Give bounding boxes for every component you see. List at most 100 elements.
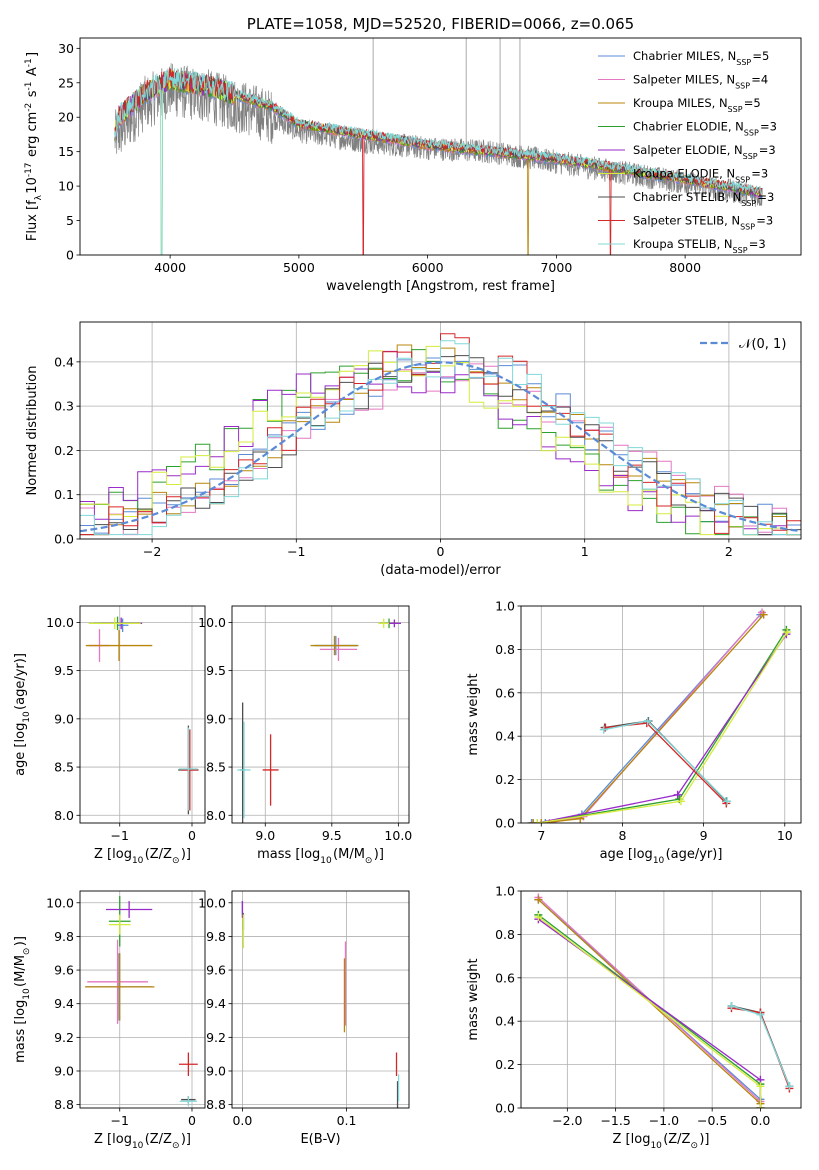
y-tick-label: 9.0 (206, 1063, 226, 1078)
y-tick-label: 1.0 (495, 599, 515, 614)
residual-histogram-line (80, 350, 801, 536)
y-tick-label: 9.0 (54, 1063, 74, 1078)
model-spectrum-line (114, 68, 763, 255)
axes-mass_vs_EBV: 0.0 0.1 8.8 9.0 9.2 9.4 9.6 9.8 10.0 E(B-V) (198, 890, 410, 1147)
x-tick-label: 10 (777, 828, 793, 843)
y-tick-label: 0.8 (495, 642, 515, 657)
y-tick-label: 8.8 (54, 1097, 74, 1112)
y-tick-label: 8.0 (54, 808, 74, 823)
weight-line (537, 899, 762, 1108)
weight-marker (643, 717, 652, 726)
y-tick-label: 9.0 (206, 711, 226, 726)
y-axis-label: mass weight (466, 673, 481, 755)
x-tick-label: 1 (581, 544, 589, 559)
weight-marker (537, 819, 546, 823)
axes-age_vs_Z: −1 0 8.0 8.5 9.0 9.5 10.0 Z [log10 (Z/Z⊙ )] age … (13, 605, 206, 866)
y-tick-label: 9.8 (54, 929, 74, 944)
x-tick-label: 9 (700, 828, 708, 843)
y-tick-label: 0.2 (54, 443, 74, 458)
x-tick-label: 0.1 (337, 1113, 357, 1128)
y-tick-label: 9.6 (206, 963, 226, 978)
y-tick-label: 9.2 (206, 1030, 226, 1045)
y-axis-label: mass [log10 (M/M⊙ )] (13, 936, 32, 1063)
y-tick-label: 0.1 (54, 487, 74, 502)
y-axis-label: Normed distribution (25, 366, 40, 496)
x-tick-label: 9.0 (255, 828, 275, 843)
y-tick-label: 9.0 (54, 711, 74, 726)
axes-weight_vs_age: 7 8 9 10 0.0 0.2 0.4 0.6 0.8 1.0 age [log10 (age/y… (466, 599, 802, 866)
x-tick-label: 8000 (669, 260, 701, 275)
x-tick-label: −0.5 (697, 1113, 727, 1128)
residual-histogram-line (80, 340, 801, 536)
legend: Chabrier MILES, NSSP =5 Salpeter MILES, N… (598, 49, 777, 255)
y-tick-label: 0.3 (54, 399, 74, 414)
x-tick-label: 10.0 (384, 828, 412, 843)
weight-marker (673, 790, 682, 799)
y-tick-label: 8.0 (206, 808, 226, 823)
x-tick-label: 9.5 (322, 828, 342, 843)
x-tick-label: 0.0 (232, 1113, 252, 1128)
x-tick-label: −2.0 (552, 1113, 582, 1128)
y-tick-label: 9.2 (54, 1030, 74, 1045)
plot-area-age_vs_mass (232, 606, 409, 823)
y-tick-label: 0.2 (495, 1057, 515, 1072)
y-tick-label: 0.0 (54, 532, 74, 547)
weight-marker (534, 913, 543, 922)
weight-marker (785, 1082, 794, 1091)
x-axis-label: E(B-V) (300, 1132, 340, 1147)
plot-area-weight_vs_age (521, 606, 801, 823)
axes-spectrum: 4000 5000 6000 7000 8000 0 5 10 15 20 25 30 waveleng… (24, 37, 802, 294)
y-tick-label: 30 (58, 41, 74, 56)
legend-label: Salpeter ELODIE, NSSP =3 (633, 143, 776, 161)
y-axis-label: Flux [fλ 10-17 erg cm-2 s-1 A-1 ] (24, 52, 44, 241)
y-tick-label: 0.4 (54, 354, 74, 369)
weight-marker (541, 819, 550, 823)
y-tick-label: 0.0 (495, 1101, 515, 1116)
x-tick-label: 0 (188, 828, 196, 843)
y-axis-label: age [log10 (age/yr)] (13, 653, 32, 776)
axes-frame (79, 605, 206, 824)
x-tick-label: 2 (725, 544, 733, 559)
y-tick-label: 10.0 (46, 895, 74, 910)
legend-label: Salpeter MILES, NSSP =4 (633, 73, 768, 91)
y-tick-label: 9.4 (54, 996, 74, 1011)
weight-line (605, 722, 727, 804)
x-axis-label: mass [log10 (M/M⊙ )] (257, 847, 384, 866)
legend-label: Chabrier ELODIE, NSSP =3 (633, 120, 777, 138)
weight-marker (759, 610, 768, 619)
y-tick-label: 0.2 (495, 772, 515, 787)
plot-area-mass_vs_EBV (232, 891, 409, 1108)
y-axis-label: mass weight (466, 958, 481, 1040)
plot-area-age_vs_Z (80, 606, 205, 823)
plot-area-residuals (80, 322, 801, 539)
data-spectrum-line (114, 63, 763, 207)
x-axis-label: (data-model)/error (380, 563, 501, 578)
legend-label: Kroupa STELIB, NSSP =3 (633, 237, 766, 255)
y-tick-label: 9.5 (54, 663, 74, 678)
x-tick-label: −1.0 (649, 1113, 679, 1128)
weight-marker (599, 725, 608, 734)
axes-frame (79, 890, 206, 1109)
weight-marker (723, 797, 732, 806)
axes-weight_vs_Z: −2.0 −1.5 −1.0 −0.5 0.0 0.0 0.2 0.4 0.6 0.8 1.0 Z [… (466, 884, 802, 1151)
x-tick-label: −2 (143, 544, 161, 559)
y-tick-label: 10.0 (198, 895, 226, 910)
y-tick-label: 9.8 (206, 929, 226, 944)
weight-line (533, 614, 765, 823)
weight-marker (533, 819, 542, 823)
axes-mass_vs_Z: −1 0 8.8 9.0 9.2 9.4 9.6 9.8 10.0 Z [log10 (Z/Z⊙ … (13, 890, 206, 1151)
weight-marker (756, 1082, 765, 1091)
x-tick-label: 0 (437, 544, 445, 559)
plot-area-mass_vs_Z (80, 891, 205, 1108)
y-tick-label: 10.0 (198, 615, 226, 630)
y-tick-label: 10 (58, 179, 74, 194)
x-tick-label: 6000 (412, 260, 444, 275)
plot-area-weight_vs_Z (521, 891, 801, 1108)
legend-label: 𝒩(0, 1) (739, 337, 786, 352)
axes-frame (231, 890, 410, 1109)
y-tick-label: 15 (58, 144, 74, 159)
y-tick-label: 20 (58, 110, 74, 125)
axes-frame (79, 37, 802, 256)
